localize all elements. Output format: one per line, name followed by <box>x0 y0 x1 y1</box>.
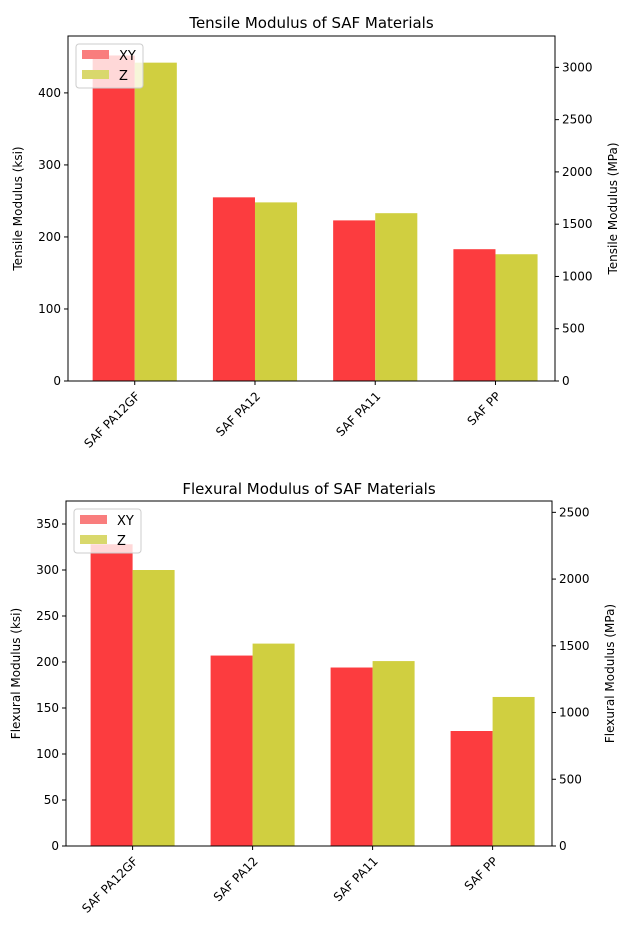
y-right-axis-label: Tensile Modulus (MPa) <box>606 142 620 275</box>
y-right-tick-label: 0 <box>559 839 567 853</box>
x-tick-label: SAF PA12GF <box>79 854 141 916</box>
y-tick-label: 300 <box>36 563 59 577</box>
y-tick-label: 0 <box>51 839 59 853</box>
y-axis-label: Tensile Modulus (ksi) <box>11 146 25 271</box>
bar-xy-4 <box>453 249 496 381</box>
chart-1: Tensile Modulus of SAF Materials SAF PA12… <box>11 14 620 451</box>
bar-z-4 <box>492 696 535 846</box>
chart-2: Flexural Modulus of SAF Materials SAF PA1… <box>9 480 617 916</box>
y-tick-label: 200 <box>38 230 61 244</box>
y-tick-label: 400 <box>38 86 61 100</box>
bar-xy-2 <box>212 197 255 381</box>
x-tick-label: SAF PA12 <box>213 389 263 439</box>
y-right-axis-label: Flexural Modulus (MPa) <box>603 604 617 743</box>
legend-swatch-z <box>80 535 107 544</box>
bar-xy-3 <box>330 667 373 846</box>
legend-swatch-z <box>82 70 109 79</box>
bar-z-2 <box>254 202 298 381</box>
y-right-tick-label: 3000 <box>562 60 593 74</box>
y-right-tick-label: 1500 <box>562 217 593 231</box>
x-tick-label: SAF PP <box>465 389 504 428</box>
y-tick-label: 200 <box>36 655 59 669</box>
x-tick-label: SAF PA11 <box>333 389 383 439</box>
x-tick-label: SAF PA12GF <box>81 389 143 451</box>
bar-xy-1 <box>90 544 133 846</box>
axes-frame <box>65 500 553 847</box>
bar-z-1 <box>132 570 175 846</box>
y-axis-label: Flexural Modulus (ksi) <box>9 608 23 739</box>
bar-z-3 <box>372 661 415 846</box>
legend-label-xy: XY <box>117 514 134 529</box>
y-tick-label: 0 <box>53 374 61 388</box>
y-right-tick-label: 2500 <box>562 113 593 127</box>
y-right-tick-label: 500 <box>562 322 585 336</box>
legend-label-xy: XY <box>119 49 136 64</box>
y-right-tick-label: 1000 <box>562 269 593 283</box>
legend-label-z: Z <box>119 69 128 84</box>
y-tick-label: 50 <box>44 793 59 807</box>
bar-xy-3 <box>333 220 376 381</box>
y-tick-label: 150 <box>36 701 59 715</box>
y-tick-label: 100 <box>38 302 61 316</box>
y-right-tick-label: 1000 <box>559 706 590 720</box>
chart-title: Tensile Modulus of SAF Materials <box>188 14 434 32</box>
y-tick-label: 300 <box>38 158 61 172</box>
y-right-tick-label: 2500 <box>559 505 590 519</box>
y-right-tick-label: 2000 <box>559 572 590 586</box>
y-right-tick-label: 500 <box>559 772 582 786</box>
y-tick-label: 350 <box>36 517 59 531</box>
chart-title: Flexural Modulus of SAF Materials <box>182 480 435 498</box>
x-tick-label: SAF PP <box>462 854 501 893</box>
bar-xy-2 <box>210 655 253 846</box>
y-right-tick-label: 0 <box>562 374 570 388</box>
bar-xy-4 <box>450 731 493 846</box>
y-tick-label: 250 <box>36 609 59 623</box>
legend: XY Z <box>75 43 144 89</box>
x-tick-label: SAF PA12 <box>211 854 261 904</box>
bar-z-2 <box>252 643 295 846</box>
y-tick-label: 100 <box>36 747 59 761</box>
legend-label-z: Z <box>117 534 126 549</box>
y-right-tick-label: 1500 <box>559 639 590 653</box>
bar-xy-1 <box>92 55 135 381</box>
axes-frame <box>67 35 556 382</box>
bar-z-1 <box>134 62 177 382</box>
legend-swatch-xy <box>80 515 107 524</box>
legend: XY Z <box>73 508 142 554</box>
legend-swatch-xy <box>82 50 109 59</box>
x-tick-label: SAF PA11 <box>331 854 381 904</box>
bar-z-3 <box>375 213 418 381</box>
bar-z-4 <box>495 254 538 381</box>
y-right-tick-label: 2000 <box>562 165 593 179</box>
